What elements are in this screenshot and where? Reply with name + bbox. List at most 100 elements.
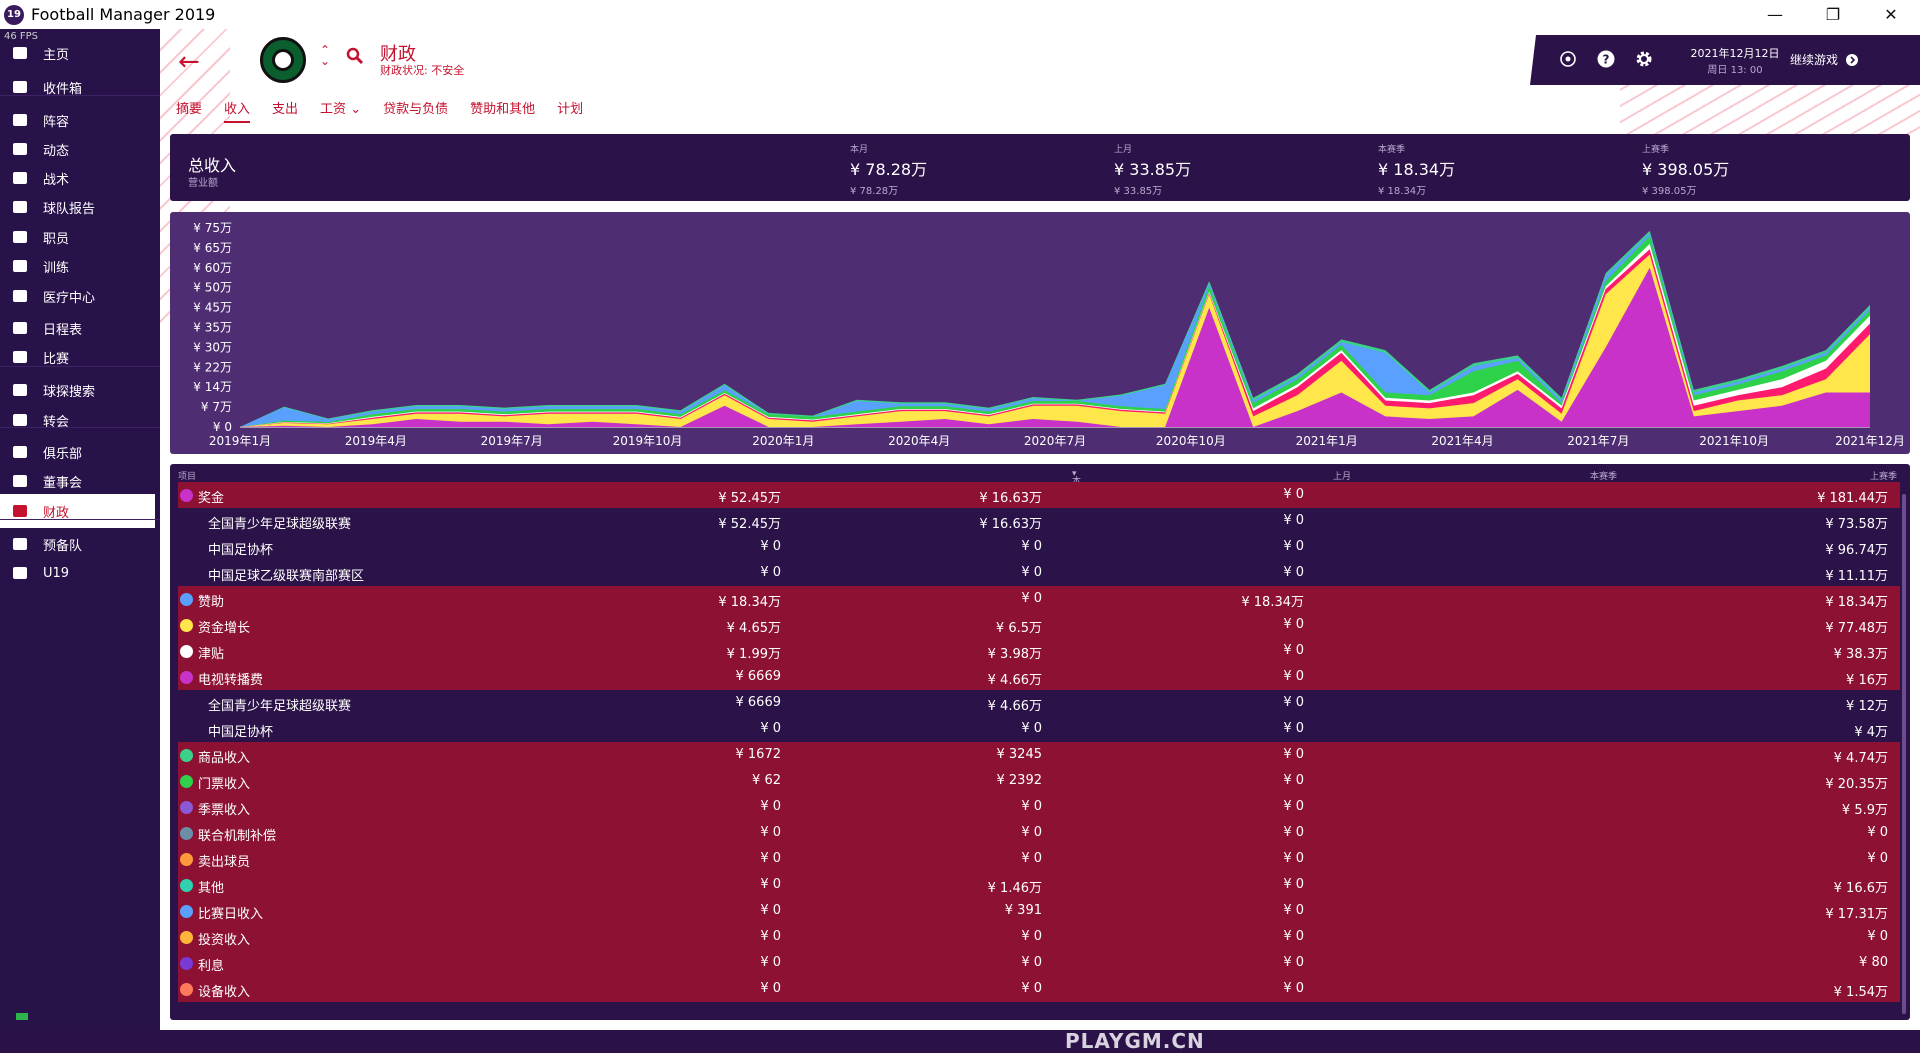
tab-expense[interactable]: 支出 [272,102,299,117]
back-arrow-icon[interactable]: ← [178,47,200,77]
sidebar-item-5[interactable]: 球队报告 [0,190,160,224]
row-value-c4: ¥ 16万 [1846,673,1888,688]
sidebar-item-15[interactable]: 财政 [0,494,155,528]
row-value-c1: ¥ 0 [760,903,781,918]
sidebar-item-13[interactable]: 俱乐部 [0,435,160,469]
table-row[interactable]: 津贴 ¥ 1.99万 ¥ 3.98万 ¥ 0 ¥ 38.3万 [178,638,1900,664]
tab-sponsorship[interactable]: 赞助和其他 [470,102,536,117]
table-row[interactable]: 全国青少年足球超级联赛 ¥ 52.45万 ¥ 16.63万 ¥ 0 ¥ 73.58万 [178,508,1900,534]
row-value-c3: ¥ 0 [1283,955,1304,970]
sidebar-item-label: 日程表 [43,322,83,338]
sidebar-item-label: 比赛 [43,351,70,367]
row-value-c1: ¥ 0 [760,877,781,892]
sidebar-item-label: 球探搜索 [43,384,96,400]
table-row[interactable]: 利息 ¥ 0 ¥ 0 ¥ 0 ¥ 80 [178,950,1900,976]
x-tick-label: 2021年10月 [1699,434,1769,448]
row-value-c4: ¥ 17.31万 [1825,907,1888,922]
club-badge[interactable] [260,37,306,83]
svg-text:?: ? [1603,53,1610,67]
row-label: 其他 [198,881,225,896]
table-row[interactable]: 投资收入 ¥ 0 ¥ 0 ¥ 0 ¥ 0 [178,924,1900,950]
row-value-c4: ¥ 1.54万 [1833,985,1888,1000]
row-value-c4: ¥ 0 [1867,851,1888,866]
row-label: 中国足协杯 [208,543,274,558]
sidebar-item-10[interactable]: 比赛 [0,340,160,374]
report-icon [9,196,31,218]
up-down-arrows-icon[interactable]: ⌃ ⌄ [320,43,331,68]
table-header: 项目 本月 ▾ 上月 本赛季 上赛季 [170,464,1910,500]
table-row[interactable]: 中国足协杯 ¥ 0 ¥ 0 ¥ 0 ¥ 96.74万 [178,534,1900,560]
table-row[interactable]: 门票收入 ¥ 62 ¥ 2392 ¥ 0 ¥ 20.35万 [178,768,1900,794]
table-row[interactable]: 季票收入 ¥ 0 ¥ 0 ¥ 0 ¥ 5.9万 [178,794,1900,820]
game-date: 2021年12月12日 周日 13: 00 [1685,45,1785,76]
tab-loans[interactable]: 贷款与负债 [383,102,449,117]
sidebar-item-6[interactable]: 职员 [0,220,160,254]
row-value-c4: ¥ 5.9万 [1841,803,1888,818]
maximize-button[interactable]: ❐ [1825,5,1841,24]
table-row[interactable]: 其他 ¥ 0 ¥ 1.46万 ¥ 0 ¥ 16.6万 [178,872,1900,898]
summary-subtitle: 营业额 [188,178,218,189]
table-row[interactable]: 电视转播费 ¥ 6669 ¥ 4.66万 ¥ 0 ¥ 16万 [178,664,1900,690]
col-this-season[interactable]: 本赛季 [1590,472,1618,482]
sidebar-item-2[interactable]: 阵容 [0,103,160,137]
table-row[interactable]: 卖出球员 ¥ 0 ¥ 0 ¥ 0 ¥ 0 [178,846,1900,872]
row-label: 联合机制补偿 [198,829,277,844]
search-icon[interactable] [346,47,364,69]
table-row[interactable]: 设备收入 ¥ 0 ¥ 0 ¥ 0 ¥ 1.54万 [178,976,1900,1002]
table-row[interactable]: 赞助 ¥ 18.34万 ¥ 0 ¥ 18.34万 ¥ 18.34万 [178,586,1900,612]
table-row[interactable]: 中国足协杯 ¥ 0 ¥ 0 ¥ 0 ¥ 4万 [178,716,1900,742]
row-value-c4: ¥ 80 [1859,955,1888,970]
sidebar-item-17[interactable]: U19 [0,556,160,590]
sidebar-item-label: 收件箱 [43,81,83,97]
sidebar-item-1[interactable]: 收件箱 [0,70,160,104]
row-value-c1: ¥ 0 [760,851,781,866]
gear-icon[interactable] [1634,49,1654,69]
sidebar-item-label: 职员 [43,231,70,247]
col-item[interactable]: 项目 [178,472,197,482]
minimize-button[interactable]: — [1767,5,1783,24]
help-icon[interactable]: ? [1596,49,1616,69]
sidebar-item-label: 球队报告 [43,201,96,217]
sidebar-item-11[interactable]: 球探搜索 [0,373,160,407]
search-icon [9,379,31,401]
inbox-icon [9,76,31,98]
sidebar-item-label: 董事会 [43,475,83,491]
tab-wages[interactable]: 工资 ⌄ [320,98,361,123]
y-tick-label: ¥ 30万 [193,340,232,354]
sidebar-item-14[interactable]: 董事会 [0,464,160,498]
football-icon[interactable] [1558,49,1578,69]
tab-plan[interactable]: 计划 [557,102,584,117]
table-row[interactable]: 全国青少年足球超级联赛 ¥ 6669 ¥ 4.66万 ¥ 0 ¥ 12万 [178,690,1900,716]
transfer-icon [9,409,31,431]
continue-button[interactable]: 继续游戏 [1790,51,1859,68]
table-row[interactable]: 商品收入 ¥ 1672 ¥ 3245 ¥ 0 ¥ 4.74万 [178,742,1900,768]
sidebar-item-8[interactable]: 医疗中心 [0,279,160,313]
sidebar-item-3[interactable]: 动态 [0,132,160,166]
col-last-season[interactable]: 上赛季 [1870,472,1898,482]
sidebar-item-label: 俱乐部 [43,446,83,462]
table-row[interactable]: 资金增长 ¥ 4.65万 ¥ 6.5万 ¥ 0 ¥ 77.48万 [178,612,1900,638]
sidebar-item-7[interactable]: 训练 [0,249,160,283]
table-row[interactable]: 比赛日收入 ¥ 0 ¥ 391 ¥ 0 ¥ 17.31万 [178,898,1900,924]
tab-summary[interactable]: 摘要 [176,102,203,117]
sidebar-item-9[interactable]: 日程表 [0,311,160,345]
row-value-c4: ¥ 0 [1867,825,1888,840]
category-dot-icon [180,957,193,970]
table-row[interactable]: 中国足球乙级联赛南部赛区 ¥ 0 ¥ 0 ¥ 0 ¥ 11.11万 [178,560,1900,586]
table-row[interactable]: 联合机制补偿 ¥ 0 ¥ 0 ¥ 0 ¥ 0 [178,820,1900,846]
row-label: 电视转播费 [198,673,264,688]
sidebar-item-12[interactable]: 转会 [0,403,160,437]
row-value-c1: ¥ 0 [760,539,781,554]
sidebar-item-0[interactable]: 主页 [0,36,160,70]
tab-income[interactable]: 收入 [224,98,251,123]
col-this-month[interactable]: 本月 ▾ [1072,469,1081,500]
close-button[interactable]: ✕ [1884,5,1898,24]
u19-icon [9,562,31,584]
finance-status: 财政状况: 不安全 [380,64,465,77]
table-row[interactable]: 奖金 ¥ 52.45万 ¥ 16.63万 ¥ 0 ¥ 181.44万 [178,482,1900,508]
decor-stripes-right [1620,75,1920,135]
sidebar-item-16[interactable]: 预备队 [0,527,160,561]
sidebar-item-4[interactable]: 战术 [0,161,160,195]
col-last-month[interactable]: 上月 [1333,472,1352,482]
table-scrollbar[interactable] [1902,494,1906,1014]
